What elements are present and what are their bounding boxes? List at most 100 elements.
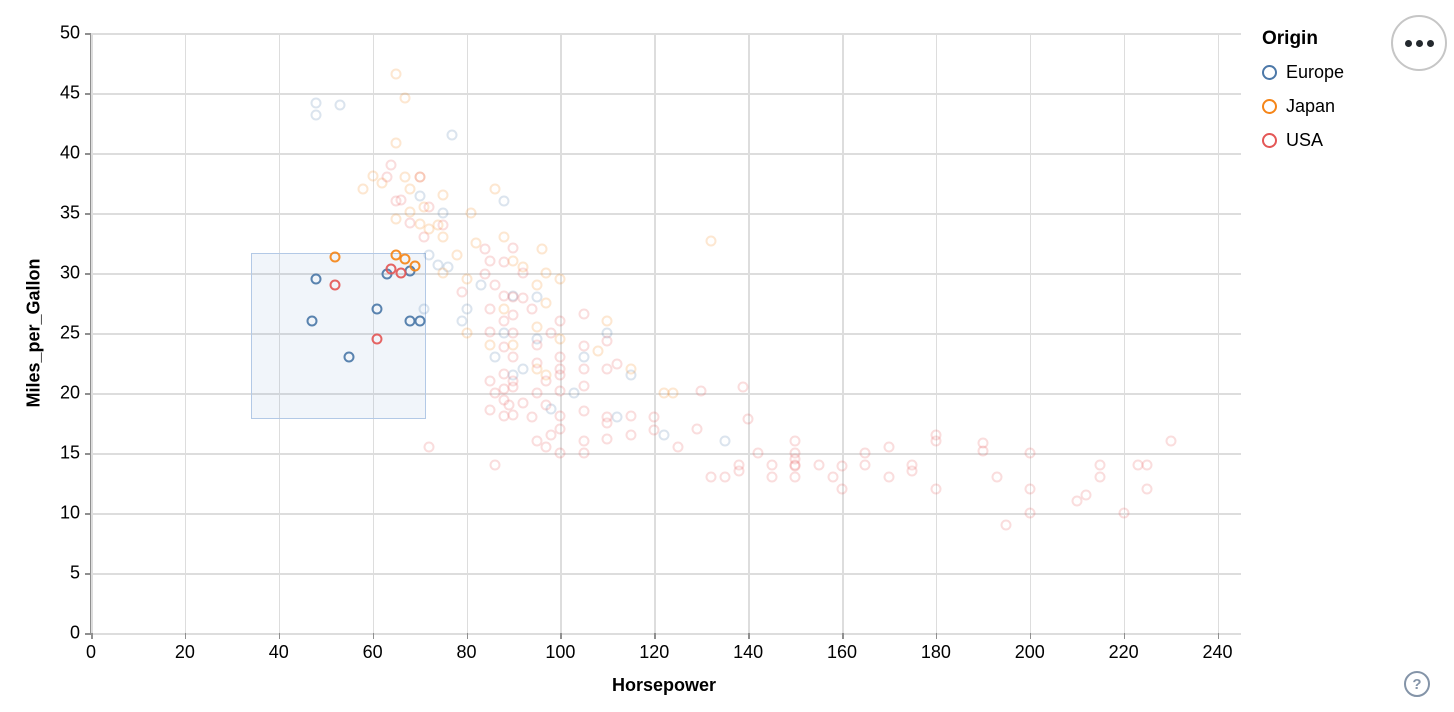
data-point bbox=[390, 68, 402, 80]
help-button[interactable]: ? bbox=[1404, 671, 1430, 697]
data-point bbox=[399, 92, 411, 104]
data-point bbox=[540, 375, 552, 387]
japan-point-icon bbox=[1262, 99, 1277, 114]
data-point bbox=[385, 159, 397, 171]
data-point bbox=[456, 315, 468, 327]
data-point bbox=[526, 303, 538, 315]
y-tick-label: 35 bbox=[59, 202, 80, 223]
y-tick bbox=[85, 393, 91, 395]
data-point bbox=[859, 459, 871, 471]
y-tick bbox=[85, 333, 91, 335]
data-point bbox=[310, 97, 322, 109]
data-point bbox=[507, 309, 519, 321]
data-point bbox=[418, 303, 430, 315]
gridline bbox=[91, 513, 1241, 515]
x-tick-label: 160 bbox=[826, 642, 858, 662]
data-point bbox=[390, 195, 402, 207]
data-point bbox=[343, 351, 355, 363]
x-tick bbox=[935, 633, 938, 639]
data-point bbox=[517, 363, 529, 375]
data-point bbox=[484, 255, 496, 267]
data-point bbox=[578, 340, 590, 352]
x-tick bbox=[654, 633, 656, 639]
data-point bbox=[648, 424, 660, 436]
data-point bbox=[578, 308, 590, 320]
data-point bbox=[836, 460, 848, 472]
data-point bbox=[489, 351, 501, 363]
data-point bbox=[737, 381, 749, 393]
data-point bbox=[554, 315, 566, 327]
usa-point-icon bbox=[1262, 133, 1277, 148]
data-point bbox=[789, 435, 801, 447]
y-tick-label: 0 bbox=[69, 622, 80, 643]
data-point bbox=[554, 423, 566, 435]
data-point bbox=[489, 183, 501, 195]
data-point bbox=[540, 267, 552, 279]
data-point bbox=[423, 201, 435, 213]
data-point bbox=[517, 267, 529, 279]
x-tick-label: 140 bbox=[733, 642, 764, 662]
data-point bbox=[404, 206, 416, 218]
data-point bbox=[578, 447, 590, 459]
x-tick-label: 220 bbox=[1108, 642, 1139, 662]
data-point bbox=[465, 207, 477, 219]
data-point bbox=[766, 471, 778, 483]
data-point bbox=[456, 286, 468, 298]
data-point bbox=[625, 363, 637, 375]
data-point bbox=[498, 195, 510, 207]
x-tick-label: 100 bbox=[545, 642, 576, 662]
data-point bbox=[742, 413, 754, 425]
gridline bbox=[91, 33, 1241, 35]
data-point bbox=[568, 387, 580, 399]
data-point bbox=[695, 385, 707, 397]
data-point bbox=[1141, 483, 1153, 495]
y-tick-label: 40 bbox=[59, 142, 80, 163]
question-mark-icon: ? bbox=[1412, 675, 1422, 693]
data-point bbox=[813, 459, 825, 471]
data-point bbox=[592, 345, 604, 357]
y-tick-label: 50 bbox=[59, 22, 80, 43]
x-tick-label: 20 bbox=[174, 642, 195, 662]
ellipsis-icon bbox=[1426, 39, 1434, 47]
data-point bbox=[526, 411, 538, 423]
data-point bbox=[531, 291, 543, 303]
options-menu-button[interactable] bbox=[1391, 15, 1447, 71]
plot-area[interactable]: 0 20 40 60 80 100 120 140 160 180 200 220 240 0 5 10 15 2… bbox=[60, 23, 1241, 662]
data-point bbox=[507, 339, 519, 351]
data-point bbox=[423, 441, 435, 453]
data-point bbox=[310, 273, 322, 285]
data-point bbox=[498, 368, 510, 380]
data-point bbox=[601, 335, 613, 347]
data-point bbox=[470, 237, 482, 249]
gridline bbox=[91, 153, 1241, 155]
y-tick bbox=[85, 573, 91, 575]
data-point bbox=[484, 375, 496, 387]
data-point bbox=[498, 315, 510, 327]
data-point bbox=[414, 171, 426, 183]
data-point bbox=[418, 231, 430, 243]
data-point bbox=[1141, 459, 1153, 471]
data-point bbox=[399, 171, 411, 183]
data-point bbox=[719, 435, 731, 447]
y-tick bbox=[85, 513, 91, 515]
data-point bbox=[437, 219, 449, 231]
data-point bbox=[507, 381, 519, 393]
gridline bbox=[91, 333, 1241, 335]
data-point bbox=[827, 471, 839, 483]
data-point bbox=[883, 471, 895, 483]
data-point bbox=[578, 435, 590, 447]
data-point bbox=[517, 292, 529, 304]
data-point bbox=[498, 303, 510, 315]
data-point bbox=[578, 351, 590, 363]
legend-label: Japan bbox=[1286, 96, 1336, 116]
data-point bbox=[498, 256, 510, 268]
data-point bbox=[625, 429, 637, 441]
data-point bbox=[306, 315, 318, 327]
data-point bbox=[601, 363, 613, 375]
data-point bbox=[437, 189, 449, 201]
data-point bbox=[498, 231, 510, 243]
data-point bbox=[390, 137, 402, 149]
gridline bbox=[91, 453, 1241, 455]
x-tick bbox=[1217, 633, 1220, 639]
data-point bbox=[705, 235, 717, 247]
